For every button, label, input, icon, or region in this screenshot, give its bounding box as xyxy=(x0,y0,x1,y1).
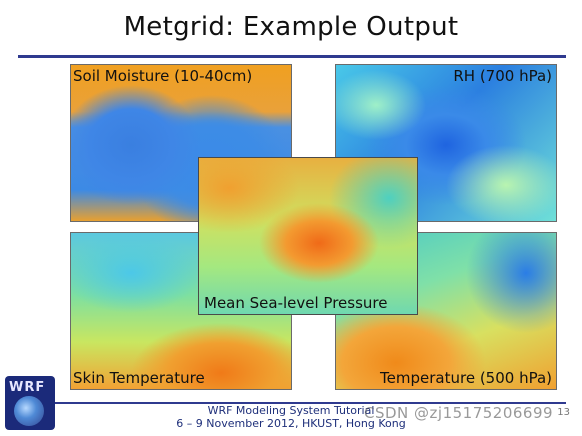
footer-line2: 6 – 9 November 2012, HKUST, Hong Kong xyxy=(176,417,406,430)
skin-temperature-label: Skin Temperature xyxy=(73,369,205,387)
watermark: CSDN @zj15175206699 xyxy=(364,404,554,422)
globe-icon xyxy=(14,396,44,426)
page-number: 13 xyxy=(557,407,570,418)
rh-label: RH (700 hPa) xyxy=(453,67,552,85)
footer-rule xyxy=(18,402,566,404)
wrf-logo: WRF xyxy=(5,376,55,430)
slide-title: Metgrid: Example Output xyxy=(123,12,459,42)
footer-text: WRF Modeling System Tutorial 6 – 9 Novem… xyxy=(0,404,582,430)
temperature-500-label: Temperature (500 hPa) xyxy=(380,369,552,387)
title-rule xyxy=(18,55,566,58)
mslp-label: Mean Sea-level Pressure xyxy=(204,294,388,312)
soil-moisture-map: Soil Moisture (10-40cm) xyxy=(70,64,292,222)
soil-moisture-label: Soil Moisture (10-40cm) xyxy=(73,67,253,85)
wrf-logo-text: WRF xyxy=(9,380,46,395)
footer-line1: WRF Modeling System Tutorial xyxy=(207,404,375,417)
mslp-map: Mean Sea-level Pressure xyxy=(198,157,418,315)
